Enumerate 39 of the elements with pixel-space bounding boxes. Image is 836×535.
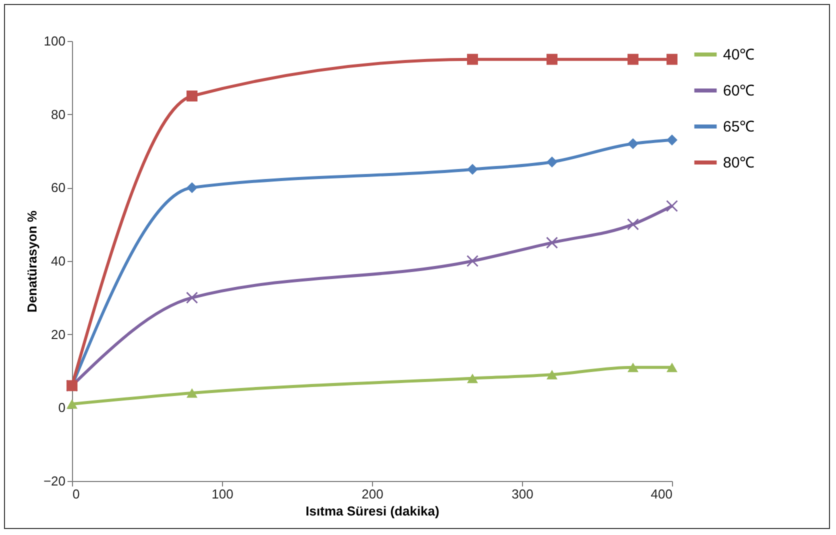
x-tick-label: 200: [362, 486, 384, 502]
x-tick-label: 300: [512, 486, 534, 502]
point: [467, 164, 478, 175]
point: [627, 218, 639, 230]
x-axis-title: Isıtma Süresi (dakika): [306, 504, 440, 518]
point: [466, 255, 478, 267]
point: [467, 54, 478, 65]
legend-label: 80℃: [723, 154, 755, 172]
y-tick-label: −20: [43, 474, 66, 488]
y-axis-title: Denatürasyon %: [24, 210, 40, 312]
point: [666, 200, 678, 212]
legend-label: 40℃: [723, 46, 755, 64]
y-tick-label: 40: [51, 254, 66, 268]
point: [66, 399, 78, 409]
point: [186, 292, 198, 304]
y-tick-label: 80: [51, 106, 66, 122]
point: [666, 362, 678, 372]
y-tick-label: 60: [51, 180, 66, 196]
x-tick-label: 400: [650, 486, 672, 502]
point: [546, 54, 558, 65]
point: [628, 138, 638, 150]
point: [546, 370, 558, 380]
y-tick-label: 100: [44, 34, 66, 48]
legend-label: 65℃: [723, 118, 755, 136]
legend-label: 60℃: [723, 82, 755, 100]
point: [628, 362, 638, 372]
y-tick-label: 20: [51, 326, 66, 342]
x-tick-label: 0: [72, 486, 80, 502]
point: [666, 134, 678, 146]
point: [186, 90, 198, 102]
point: [186, 388, 198, 398]
point: [467, 374, 478, 384]
point: [628, 54, 638, 65]
point: [546, 236, 558, 249]
point: [186, 182, 198, 194]
point: [666, 54, 678, 65]
point: [546, 156, 558, 168]
x-tick-label: 100: [212, 486, 234, 502]
y-tick-label: 0: [58, 400, 66, 416]
